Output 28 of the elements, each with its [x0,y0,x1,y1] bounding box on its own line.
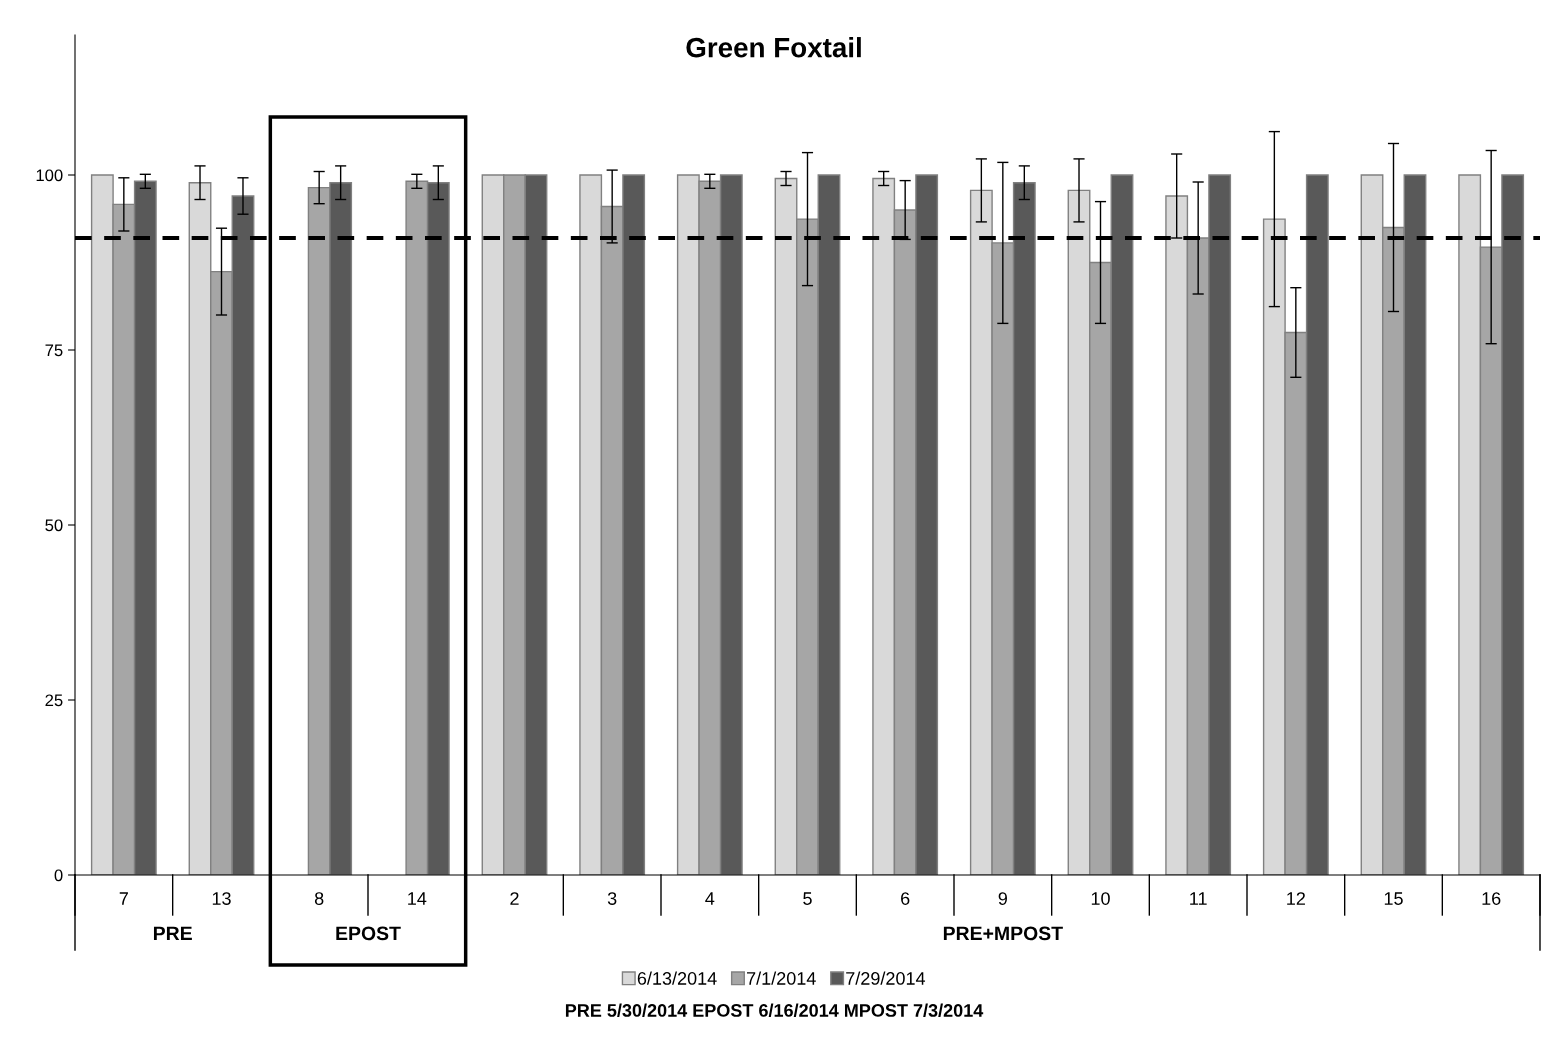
y-tick-label: 75 [45,344,63,357]
x-tick-label: 6 [901,892,910,905]
text: EPOST [336,926,401,941]
x-tick-label: 7 [119,892,128,905]
x-tick-label: 3 [607,892,617,905]
x-tick-label: 13 [212,892,231,905]
legend-label: 6/13/2014 [637,971,717,985]
x-tick-label: 15 [1384,892,1403,905]
x-tick-label: 10 [1091,892,1110,905]
y-tick-label: 25 [45,694,63,707]
x-tick-label: 9 [998,892,1007,905]
x-tick-label: 16 [1482,892,1501,905]
text: PRE+MPOST [943,926,1063,941]
x-tick-label: 14 [408,892,427,905]
x-tick-label: 12 [1287,892,1305,905]
y-tick-label: 100 [36,169,63,182]
chart-title: Green Foxtail [686,37,861,58]
x-tick-label: 4 [705,892,715,905]
x-tick-label: 2 [510,892,519,905]
text: PRE 5/30/2014 EPOST 6/16/2014 MPOST 7/3/2014 [565,1003,984,1018]
x-tick-label: 5 [803,892,812,905]
legend-label: 7/1/2014 [747,971,816,985]
x-tick-label: 11 [1190,892,1207,905]
x-tick-label: 8 [314,892,324,905]
legend-label: 7/29/2014 [846,971,926,985]
y-tick-label: 50 [45,519,63,532]
text: PRE [153,926,192,941]
y-tick-label: 0 [54,869,63,882]
